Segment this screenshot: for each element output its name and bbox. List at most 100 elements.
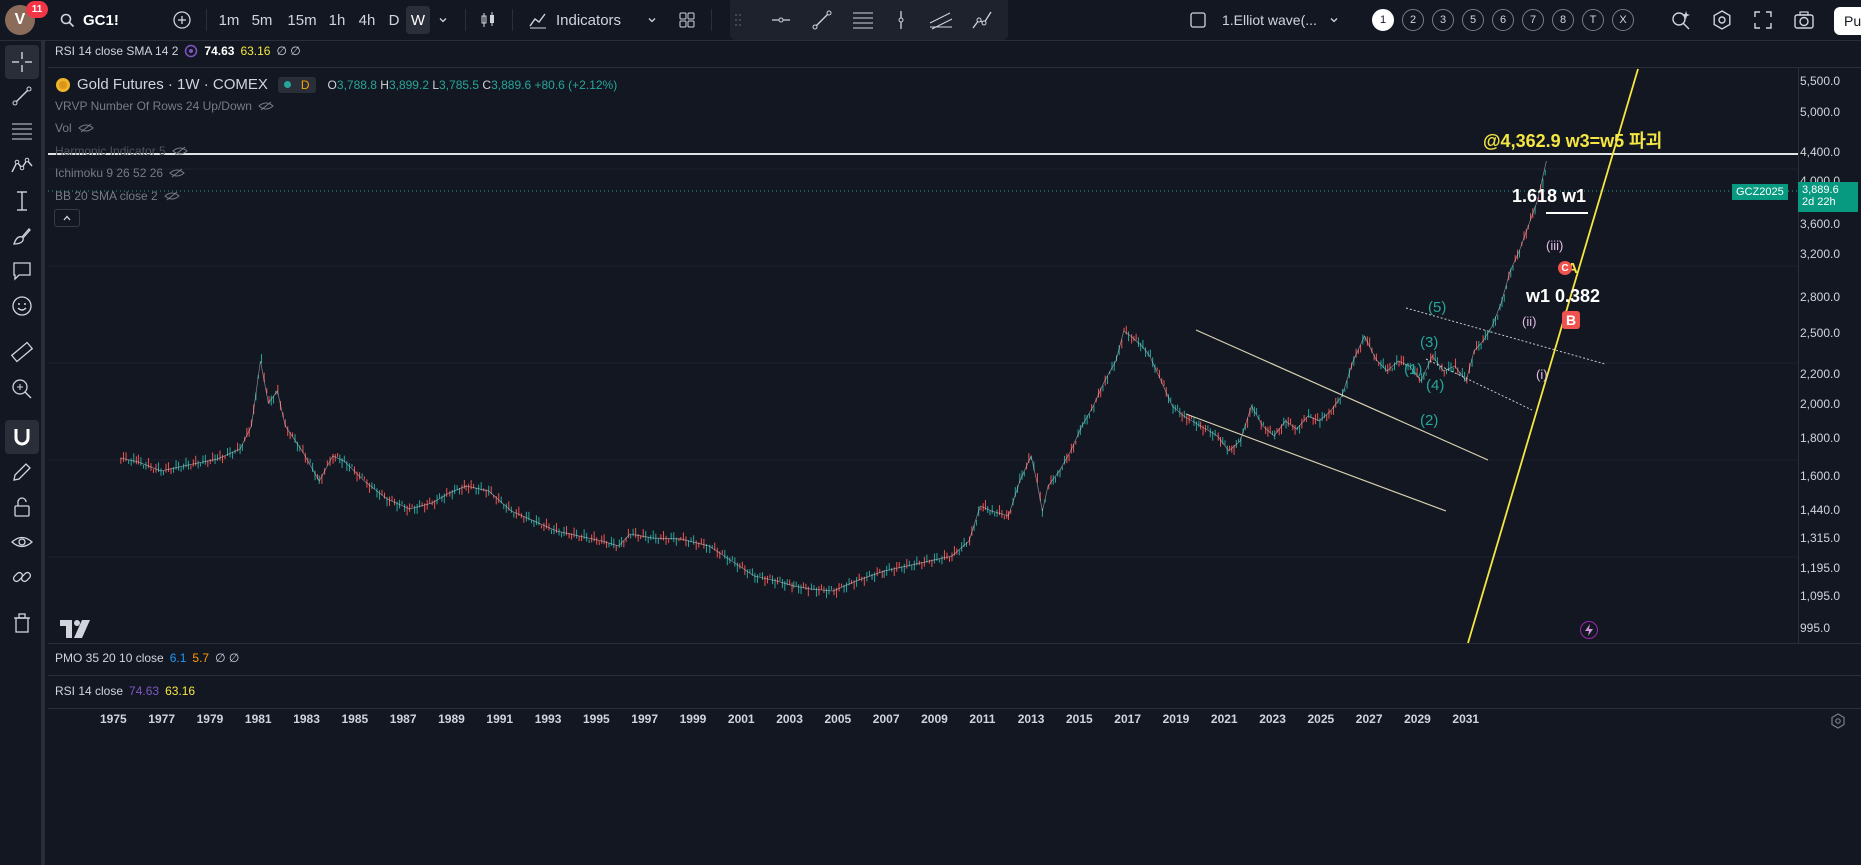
parallel-channel-tool[interactable]	[924, 6, 958, 34]
symbol-search[interactable]: GC1!	[60, 8, 119, 33]
open-value: 3,788.8	[336, 77, 377, 92]
dotted-channel-upper[interactable]	[1405, 307, 1606, 365]
wave-4-label[interactable]: (4)	[1426, 377, 1445, 394]
wave-3-label[interactable]: (3)	[1420, 334, 1439, 351]
wave-b-marker[interactable]: B	[1562, 311, 1580, 329]
ichimoku-legend[interactable]: Ichimoku 9 26 52 26	[55, 166, 185, 180]
vrvp-legend[interactable]: VRVP Number Of Rows 24 Up/Down	[55, 99, 274, 113]
eye-hidden-icon[interactable]	[77, 123, 94, 133]
eye-hidden-icon[interactable]	[171, 146, 188, 156]
remove-drawings[interactable]	[5, 606, 39, 640]
page-8-button[interactable]: 8	[1552, 9, 1574, 31]
price-chart-canvas[interactable]	[48, 41, 1861, 865]
axis-settings-button[interactable]	[1830, 713, 1846, 734]
icons-tool[interactable]	[5, 289, 39, 323]
crosshair-tool[interactable]	[5, 45, 39, 79]
wave-2-label[interactable]: (2)	[1420, 412, 1439, 429]
interval-1m[interactable]: 1m	[218, 11, 240, 29]
templates-button[interactable]	[673, 6, 701, 34]
rsi-legend[interactable]: RSI 14 close 74.63 63.16	[55, 684, 195, 698]
fib-tool[interactable]	[5, 114, 39, 148]
page-t-button[interactable]: T	[1582, 9, 1604, 31]
wave-1-label[interactable]: (1)	[1404, 361, 1423, 378]
sub-wave-ii-label[interactable]: (ii)	[1522, 314, 1537, 329]
interval-4h[interactable]: 4h	[358, 11, 376, 29]
interval-d[interactable]: D	[388, 11, 400, 29]
brush-tool[interactable]	[5, 219, 39, 253]
layout-name-dropdown[interactable]: 1.Elliot wave(...	[1222, 6, 1357, 34]
wave-c-marker[interactable]: C	[1558, 261, 1572, 275]
chart-area[interactable]: RSI 14 close SMA 14 2 74.63 63.16 ∅ ∅ Go…	[48, 41, 1861, 865]
vol-legend[interactable]: Vol	[55, 121, 94, 135]
trend-line-tool[interactable]	[807, 6, 837, 34]
fib-1618-annotation[interactable]: 1.618 w1	[1512, 186, 1587, 206]
price-axis[interactable]	[1798, 68, 1861, 643]
fullscreen-button[interactable]	[1749, 6, 1777, 34]
publish-button[interactable]: Pu	[1834, 7, 1861, 35]
stay-in-drawing-mode[interactable]	[5, 455, 39, 489]
line-tool[interactable]	[5, 79, 39, 113]
chart-type-button[interactable]	[474, 6, 502, 34]
text-tool[interactable]	[5, 254, 39, 288]
page-2-button[interactable]: 2	[1402, 9, 1424, 31]
price-tick: 4,400.0	[1800, 145, 1841, 159]
interval-w[interactable]: W	[406, 6, 430, 34]
interval-5m[interactable]: 5m	[251, 11, 273, 29]
compare-symbol-button[interactable]	[168, 6, 196, 34]
interval-dropdown[interactable]	[432, 6, 454, 34]
fib-0382-annotation[interactable]: w1 0.382	[1526, 286, 1601, 306]
bb-legend[interactable]: BB 20 SMA close 2	[55, 189, 180, 203]
page-3-button[interactable]: 3	[1432, 9, 1454, 31]
top-rsi-value: 74.63	[204, 44, 235, 58]
pmo-legend[interactable]: PMO 35 20 10 close 6.1 5.7 ∅ ∅	[55, 651, 239, 665]
channel-lower-line[interactable]	[1185, 413, 1447, 512]
path-tool[interactable]	[966, 6, 998, 34]
top-rsi-legend[interactable]: RSI 14 close SMA 14 2 74.63 63.16 ∅ ∅	[55, 44, 301, 58]
settings-button[interactable]	[1708, 6, 1736, 34]
eye-hidden-icon[interactable]	[163, 191, 180, 201]
wave-a-marker[interactable]: A	[1567, 260, 1578, 277]
indicators-button[interactable]: Indicators	[528, 6, 663, 34]
page-x-button[interactable]: X	[1612, 9, 1634, 31]
sub-wave-i-label[interactable]: (i)	[1536, 367, 1548, 382]
page-6-button[interactable]: 6	[1492, 9, 1514, 31]
link-drawings[interactable]	[5, 560, 39, 594]
wave-5-label[interactable]: (5)	[1428, 299, 1447, 316]
zoom-tool[interactable]	[5, 372, 39, 406]
patterns-tool[interactable]	[5, 149, 39, 183]
quick-search-button[interactable]	[1667, 6, 1695, 34]
time-tick: 1993	[534, 712, 562, 726]
yellow-trendline[interactable]	[1467, 68, 1639, 644]
eye-hidden-icon[interactable]	[169, 168, 185, 178]
page-5-button[interactable]: 5	[1462, 9, 1484, 31]
instrument-legend[interactable]: Gold Futures · 1W · COMEX D O3,788.8 H3,…	[55, 76, 617, 93]
interval-15m[interactable]: 15m	[287, 11, 317, 29]
fib-retracement-tool[interactable]	[848, 6, 878, 34]
hide-drawings[interactable]	[5, 525, 39, 559]
select-layout-checkbox[interactable]	[1186, 6, 1210, 34]
vertical-line-tool[interactable]	[888, 6, 914, 34]
events-button[interactable]	[1580, 621, 1598, 639]
ruler-tool[interactable]	[5, 335, 39, 369]
collapse-legend-button[interactable]	[54, 209, 80, 227]
price-tick: 1,195.0	[1800, 561, 1841, 575]
page-1-button[interactable]: 1	[1372, 9, 1394, 31]
tradingview-logo[interactable]	[58, 614, 94, 647]
drag-handle[interactable]	[732, 6, 744, 34]
time-tick: 2021	[1210, 712, 1238, 726]
harmonic-legend[interactable]: Harmonic Indicator 5	[55, 144, 188, 158]
sub-wave-iii-label[interactable]: (iii)	[1546, 238, 1564, 253]
horizontal-ray-tool[interactable]	[766, 6, 796, 34]
ruler-icon	[10, 341, 34, 363]
interval-1h[interactable]: 1h	[328, 11, 346, 29]
target-annotation[interactable]: @4,362.9 w3=w5 파괴	[1483, 131, 1663, 151]
magnet-tool[interactable]	[5, 420, 39, 454]
page-7-button[interactable]: 7	[1522, 9, 1544, 31]
snapshot-button[interactable]	[1790, 6, 1818, 34]
eye-hidden-icon[interactable]	[258, 101, 274, 111]
lock-drawings[interactable]	[5, 490, 39, 524]
channel-upper-line[interactable]	[1195, 329, 1489, 461]
session-status[interactable]: D	[277, 76, 316, 93]
price-tick: 1,800.0	[1800, 431, 1841, 445]
forecasting-tool[interactable]	[5, 184, 39, 218]
